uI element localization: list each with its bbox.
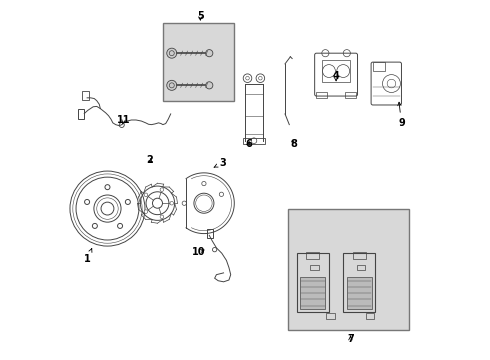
Text: 2: 2 <box>146 155 153 165</box>
Bar <box>297 253 329 312</box>
Bar <box>78 109 84 118</box>
Bar <box>300 277 325 309</box>
Text: 4: 4 <box>333 71 340 81</box>
Text: 11: 11 <box>117 115 130 125</box>
Text: 6: 6 <box>245 139 252 149</box>
Bar <box>317 93 327 98</box>
Circle shape <box>144 210 147 213</box>
Bar <box>345 93 356 98</box>
Circle shape <box>144 193 147 197</box>
Text: 10: 10 <box>192 247 205 257</box>
Circle shape <box>160 188 164 192</box>
Bar <box>163 23 234 102</box>
Bar <box>343 253 375 312</box>
Circle shape <box>160 215 164 219</box>
Text: 1: 1 <box>84 249 92 264</box>
Bar <box>82 91 89 100</box>
Bar <box>347 277 372 309</box>
Text: 5: 5 <box>197 11 204 21</box>
Bar <box>357 265 366 270</box>
Bar <box>310 265 319 270</box>
Circle shape <box>170 202 173 205</box>
Bar <box>326 313 335 319</box>
Bar <box>366 313 374 319</box>
Circle shape <box>206 50 213 57</box>
Circle shape <box>167 48 177 58</box>
Bar <box>288 208 409 330</box>
Bar <box>322 60 350 82</box>
Circle shape <box>167 80 177 90</box>
Text: 3: 3 <box>214 158 226 168</box>
Text: 9: 9 <box>398 102 405 128</box>
Bar <box>243 138 265 144</box>
Bar <box>306 252 319 258</box>
Bar <box>373 62 386 71</box>
Text: 8: 8 <box>291 139 298 149</box>
Bar <box>353 252 366 258</box>
Circle shape <box>206 82 213 89</box>
Text: 7: 7 <box>347 334 354 344</box>
Bar <box>207 229 213 238</box>
